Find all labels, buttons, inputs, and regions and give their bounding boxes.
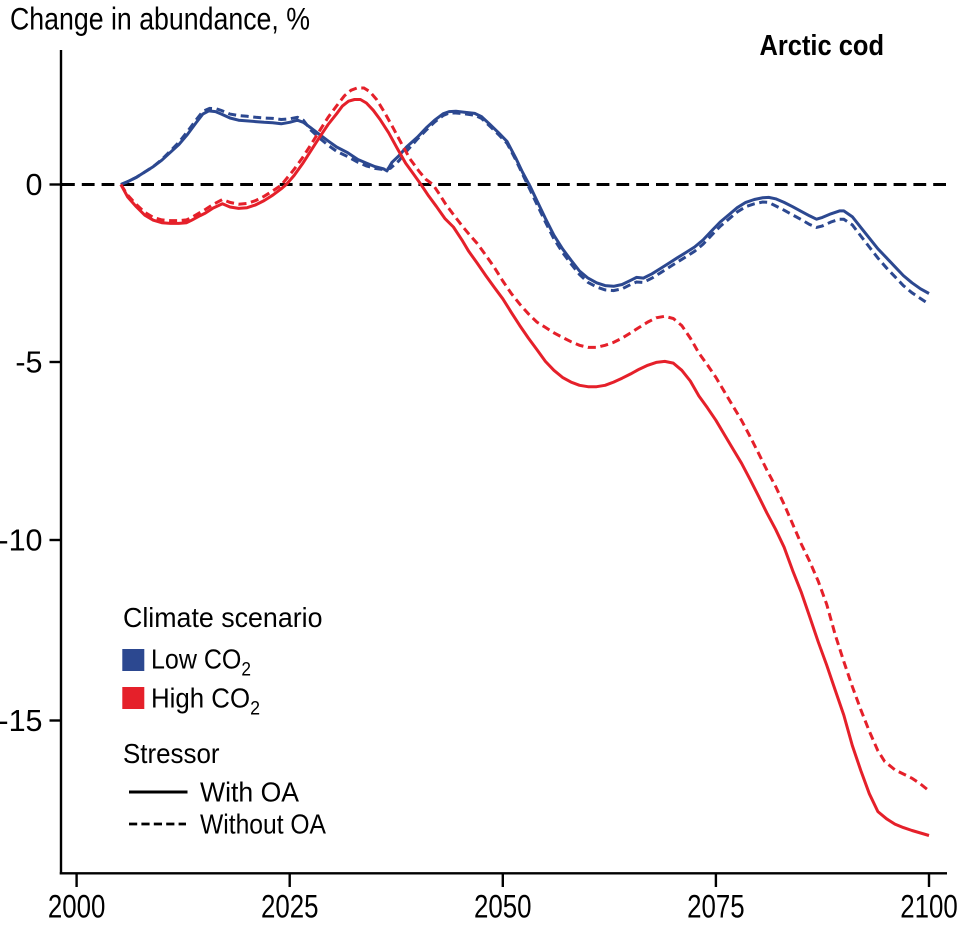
svg-text:2000: 2000 [48, 889, 106, 925]
svg-text:2025: 2025 [261, 889, 319, 925]
svg-text:2100: 2100 [900, 889, 958, 925]
svg-text:With OA: With OA [200, 777, 299, 808]
svg-text:-15: -15 [0, 704, 43, 738]
svg-text:2075: 2075 [687, 889, 745, 925]
svg-text:High CO2: High CO2 [151, 682, 260, 719]
svg-text:0: 0 [26, 168, 43, 202]
svg-text:Arctic cod: Arctic cod [760, 30, 885, 62]
svg-text:Low CO2: Low CO2 [151, 643, 251, 680]
svg-text:Climate scenario: Climate scenario [123, 602, 323, 633]
svg-text:-10: -10 [0, 524, 43, 558]
svg-text:-5: -5 [15, 346, 42, 380]
svg-text:2050: 2050 [474, 889, 532, 925]
svg-text:Stressor: Stressor [123, 738, 220, 769]
svg-text:Change in abundance, %: Change in abundance, % [10, 1, 310, 37]
svg-text:Without OA: Without OA [200, 809, 326, 840]
